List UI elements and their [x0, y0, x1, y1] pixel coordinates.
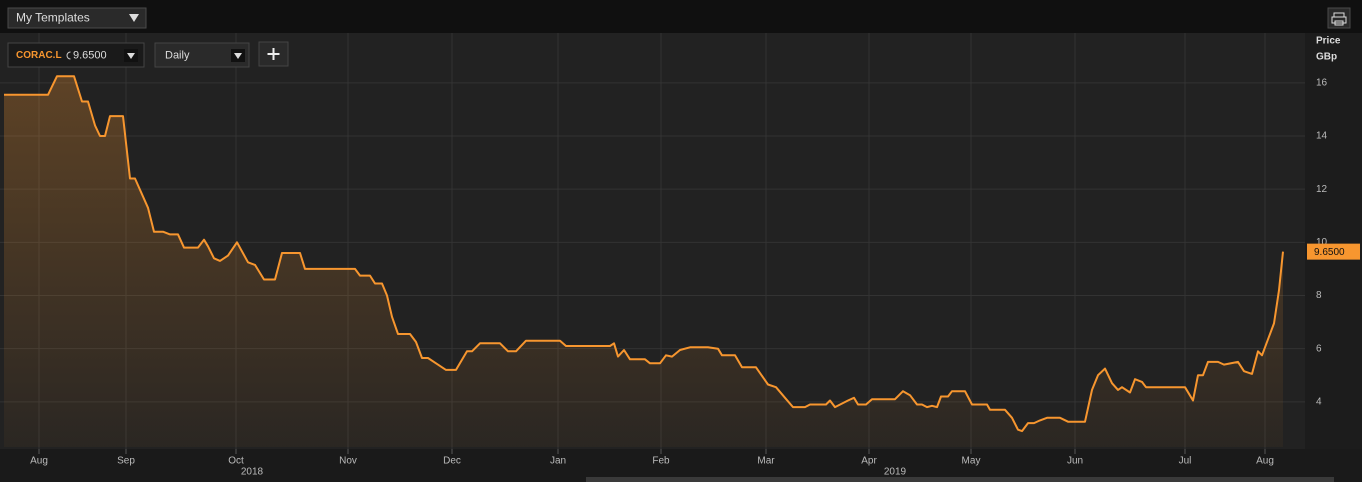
last-value-badge: [1307, 243, 1360, 260]
dropdown-arrow: [234, 53, 242, 59]
x-tick-label: Sep: [117, 456, 135, 467]
y-tick-label: 6: [1316, 343, 1322, 354]
line: [4, 75, 1284, 433]
plus-icon: [267, 48, 280, 60]
last-value-label: 9.6500: [1314, 247, 1345, 258]
x-axis-bar: [0, 449, 1362, 482]
plot: [4, 75, 1284, 447]
y-tick-label: 16: [1316, 77, 1328, 88]
x-tick-label: Apr: [861, 456, 877, 467]
y-tick-label: 4: [1316, 396, 1322, 407]
x-tick-label: May: [962, 456, 981, 467]
x-tick-label: Aug: [30, 456, 48, 467]
x-tick-label: Mar: [757, 456, 775, 467]
x-tick-label: Oct: [228, 456, 244, 467]
axis-unit: GBp: [1316, 52, 1337, 63]
template-dropdown[interactable]: [7, 7, 147, 29]
y-tick-label: 10: [1316, 237, 1328, 248]
x-tick-label: Nov: [339, 456, 357, 467]
print-icon: [1331, 12, 1347, 26]
x-tick-label: Feb: [652, 456, 670, 467]
y-tick-label: 12: [1316, 184, 1328, 195]
x-tick-label: Dec: [443, 456, 461, 467]
symbol-price: 9.6500: [73, 49, 107, 61]
y-tick-label: 8: [1316, 290, 1322, 301]
area: [4, 76, 1283, 447]
year-label: 2019: [884, 467, 907, 478]
top-bar: [0, 0, 1362, 33]
symbol-box[interactable]: [7, 42, 145, 68]
scrollbar[interactable]: [586, 477, 1334, 482]
year-label: 2018: [241, 467, 264, 478]
axis-title: Price: [1316, 36, 1341, 47]
symbol: CORAC.L: [16, 50, 62, 61]
interval-label: Daily: [165, 49, 190, 61]
close-icon: [66, 51, 71, 60]
x-tick-label: Jul: [1179, 456, 1192, 467]
x-tick-label: Aug: [1256, 456, 1274, 467]
x-tick-label: Jun: [1067, 456, 1083, 467]
dropdown-arrow: [129, 14, 139, 22]
axis: 4 6 8 10 12 14 16 Aug Sep Oct Nov Dec Jan Feb Mar Apr Ma…: [30, 77, 1360, 478]
dropdown-arrow: [127, 53, 135, 59]
x-tick-label: Jan: [550, 456, 566, 467]
y-tick-label: 14: [1316, 131, 1328, 142]
template-label: My Templates: [16, 11, 90, 25]
